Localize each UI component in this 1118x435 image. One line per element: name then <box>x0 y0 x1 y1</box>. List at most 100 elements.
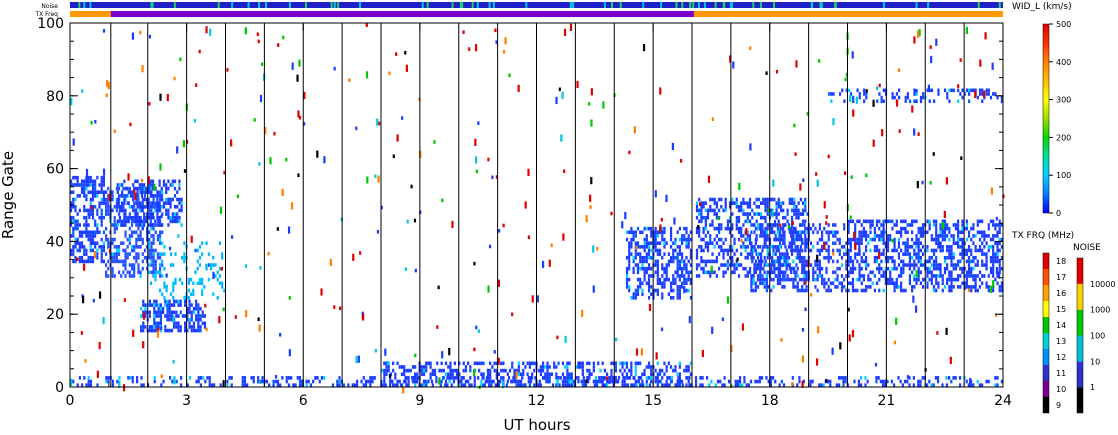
echo-point <box>755 219 758 224</box>
echo-point <box>676 245 679 249</box>
echo-point <box>595 383 599 387</box>
echo-point <box>790 201 794 205</box>
echo-point <box>154 219 157 224</box>
echo-point <box>139 237 142 242</box>
echo-point <box>709 270 712 275</box>
echo-point <box>865 263 868 267</box>
echo-point <box>884 383 887 387</box>
echo-point <box>711 326 714 334</box>
echo-point <box>685 376 688 380</box>
echo-point <box>158 215 161 220</box>
echo-point <box>156 330 160 338</box>
echo-point <box>147 223 150 227</box>
echo-point <box>162 379 165 384</box>
echo-point <box>149 215 152 220</box>
txfreq-colorbar-cell <box>1043 349 1049 365</box>
echo-point <box>856 237 859 242</box>
echo-point <box>851 281 855 286</box>
echo-point <box>458 372 461 377</box>
echo-point <box>559 376 562 380</box>
echo-point <box>205 327 208 332</box>
echo-point <box>778 383 781 387</box>
noise-strip-tick <box>330 2 333 8</box>
echo-point <box>135 252 138 256</box>
echo-point <box>468 47 471 51</box>
echo-point <box>333 305 336 309</box>
echo-point <box>621 221 624 229</box>
echo-point <box>915 277 918 282</box>
echo-point <box>645 255 648 260</box>
echo-point <box>773 259 776 264</box>
echo-point <box>491 175 494 180</box>
echo-point <box>141 241 144 245</box>
echo-point <box>731 259 734 264</box>
echo-point <box>872 139 875 147</box>
echo-point <box>557 361 560 366</box>
echo-point <box>957 234 960 238</box>
echo-point <box>978 245 982 249</box>
echo-point <box>582 379 585 384</box>
echo-point <box>497 372 501 377</box>
echo-point <box>856 241 859 245</box>
echo-point <box>782 215 785 220</box>
echo-point <box>754 379 757 384</box>
echo-point <box>856 88 859 93</box>
echo-point <box>687 259 690 264</box>
echo-point <box>756 277 760 282</box>
echo-point <box>177 303 180 307</box>
echo-point <box>729 230 732 235</box>
echo-point <box>850 175 853 179</box>
echo-point <box>854 255 857 260</box>
echo-point <box>650 379 653 384</box>
echo-point <box>676 274 679 278</box>
echo-point <box>864 383 867 387</box>
echo-point <box>150 259 153 264</box>
echo-point <box>625 266 629 271</box>
echo-point <box>680 285 684 289</box>
echo-point <box>493 368 496 373</box>
echo-point <box>411 376 415 380</box>
echo-point <box>847 248 850 253</box>
echo-point <box>173 325 176 329</box>
echo-point <box>976 263 979 267</box>
echo-point <box>407 383 410 387</box>
echo-point <box>76 241 79 245</box>
echo-point <box>779 270 782 275</box>
echo-point <box>87 230 90 235</box>
echo-point <box>704 234 707 238</box>
echo-point <box>403 372 406 377</box>
echo-point <box>839 342 842 350</box>
echo-point <box>911 237 914 242</box>
echo-point <box>943 226 947 231</box>
echo-point <box>474 138 477 146</box>
echo-point <box>946 277 949 282</box>
echo-point <box>173 321 176 326</box>
echo-point <box>482 361 485 366</box>
echo-point <box>116 205 119 209</box>
echo-point <box>711 208 714 213</box>
echo-point <box>656 248 659 253</box>
echo-point <box>726 223 730 227</box>
echo-point <box>823 255 826 260</box>
echo-point <box>563 169 566 174</box>
echo-point <box>957 259 960 264</box>
echo-point <box>794 285 797 289</box>
echo-point <box>790 241 794 245</box>
echo-point <box>680 379 684 384</box>
txfreq-colorbar-tick-label: 16 <box>1056 289 1066 298</box>
echo-point <box>158 234 162 238</box>
echo-point <box>80 179 84 184</box>
echo-point <box>667 361 670 366</box>
echo-point <box>930 248 933 253</box>
echo-point <box>115 186 118 191</box>
echo-point <box>579 365 582 369</box>
echo-point <box>726 219 730 224</box>
echo-point <box>104 263 108 267</box>
echo-point <box>149 219 152 224</box>
echo-point <box>151 201 155 205</box>
echo-point <box>560 134 563 142</box>
noise-strip-tick <box>150 2 153 8</box>
echo-point <box>150 263 153 267</box>
echo-point <box>968 92 971 96</box>
echo-point <box>865 230 868 235</box>
